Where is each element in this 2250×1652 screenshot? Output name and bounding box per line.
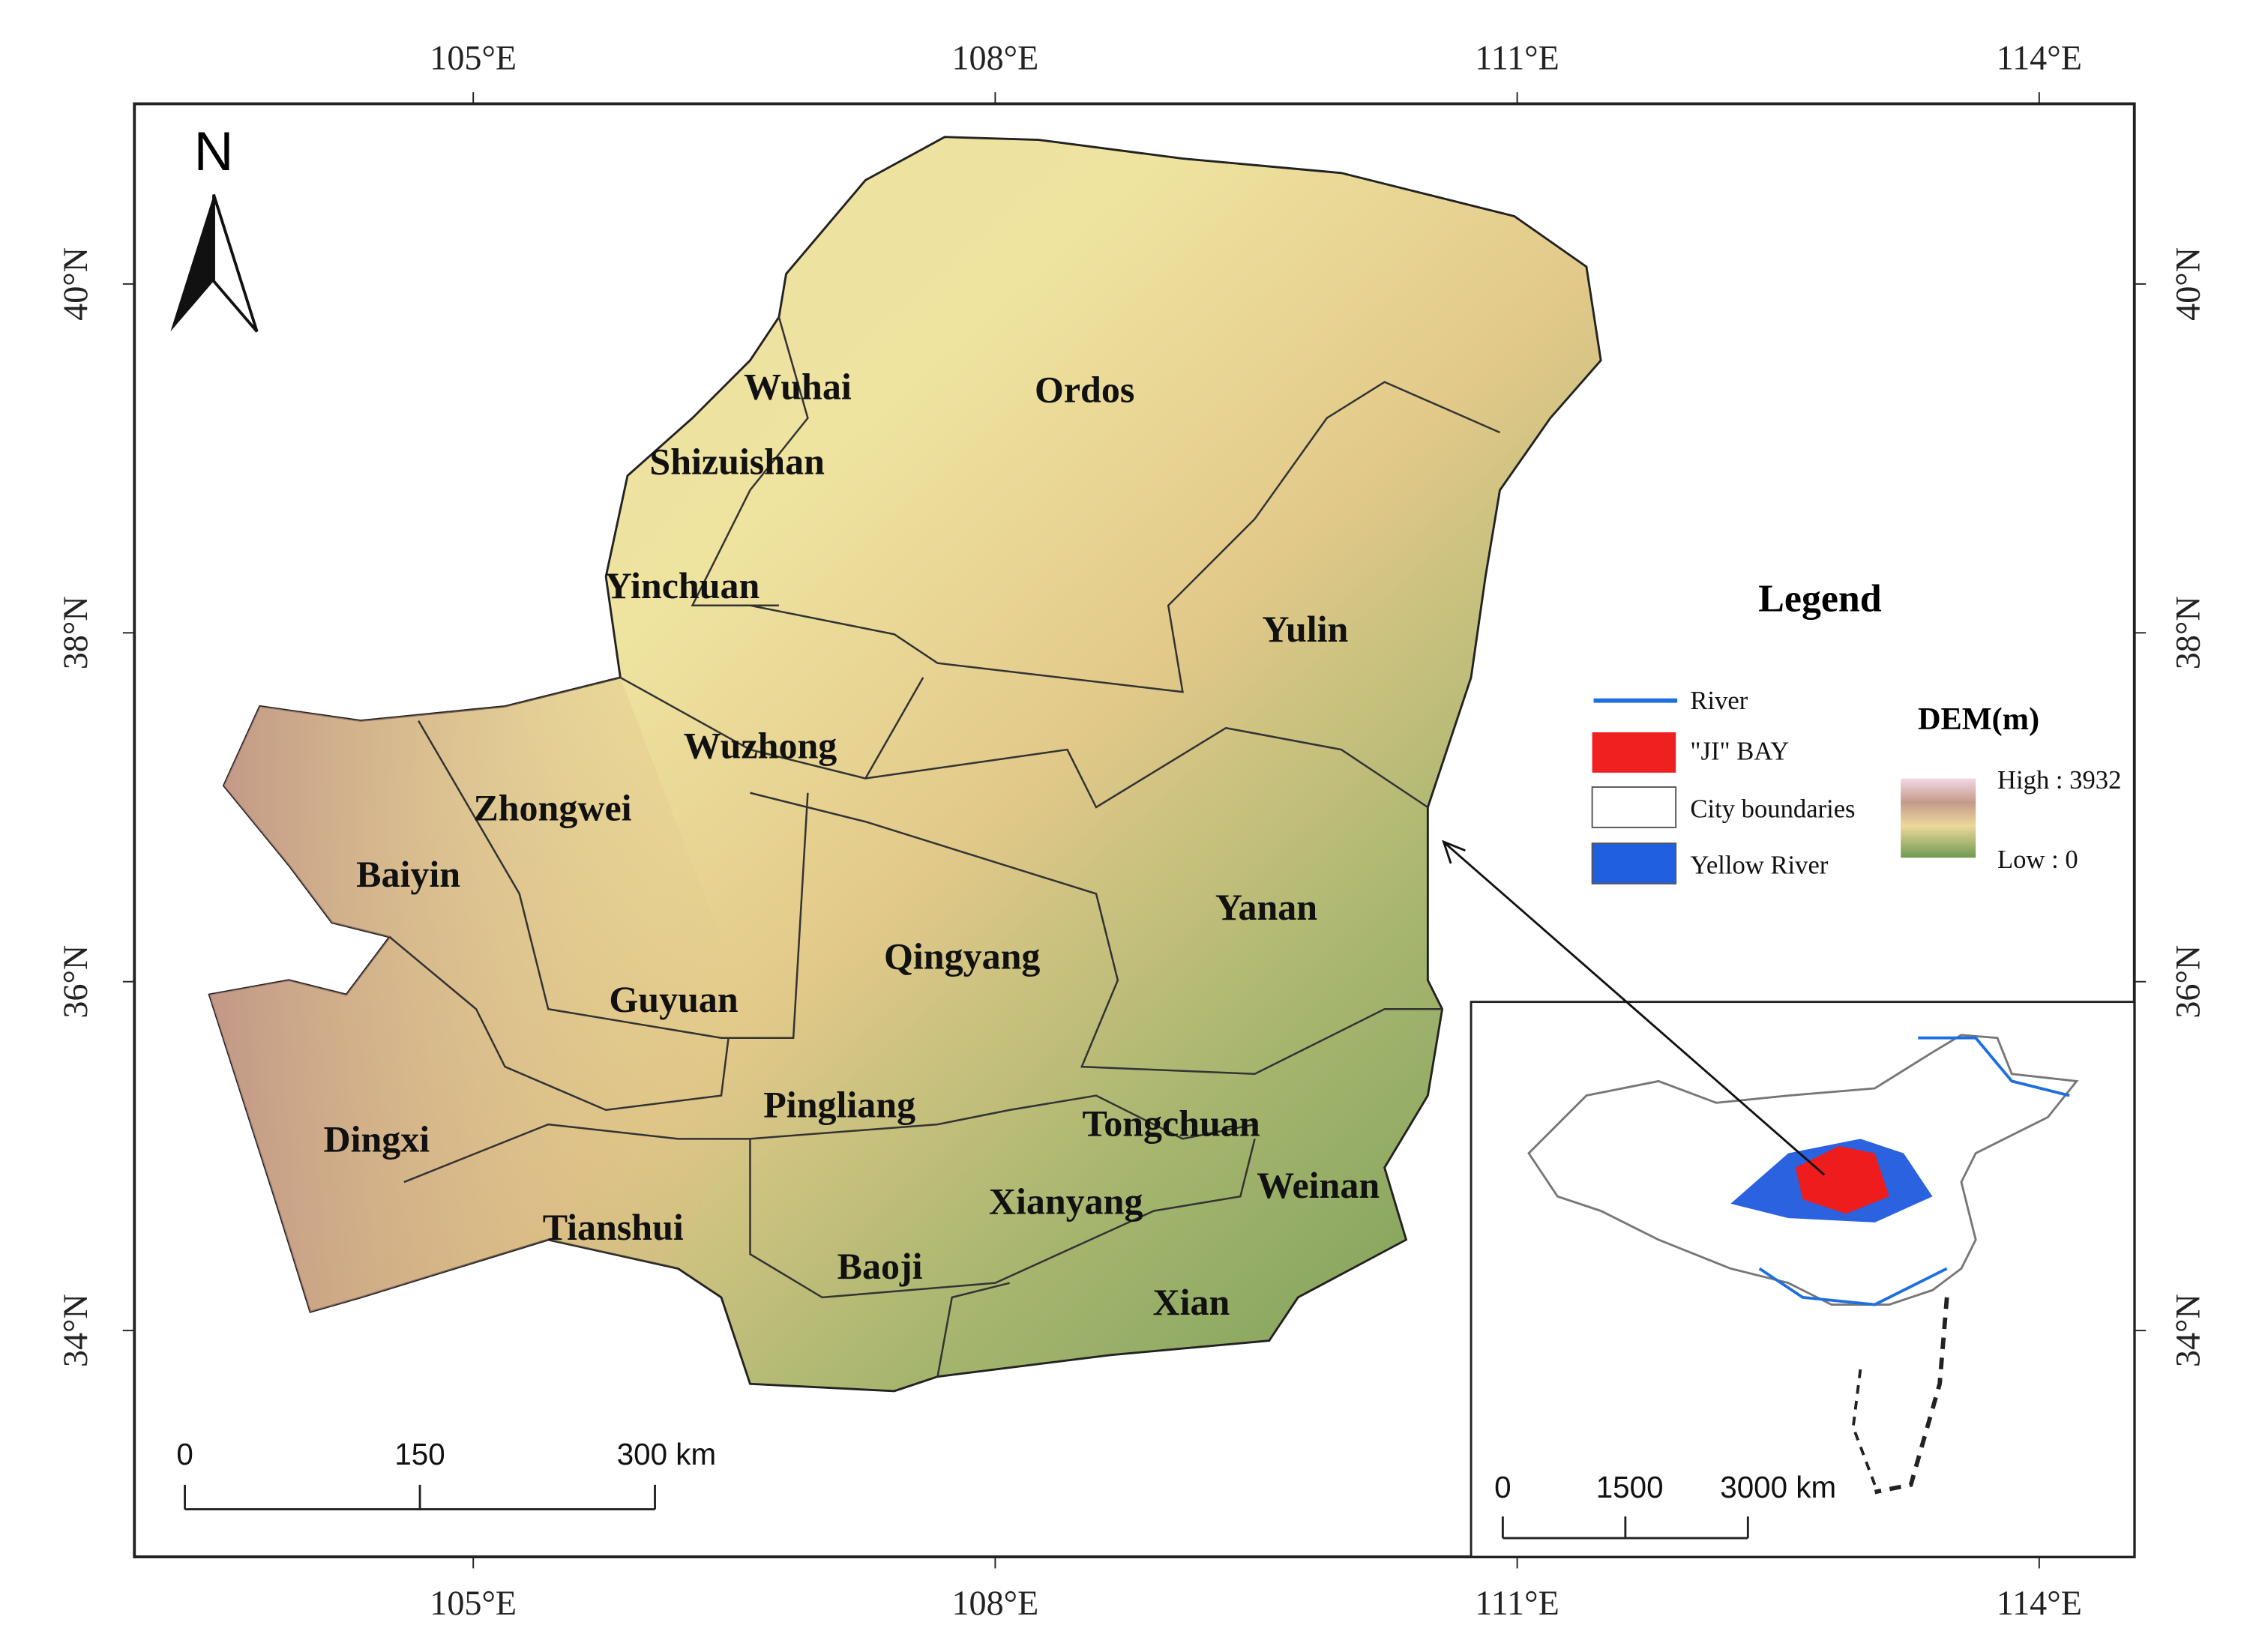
city-label: Guyuan — [609, 978, 739, 1020]
scale-bar — [184, 1484, 656, 1511]
legend-label: "JI" BAY — [1690, 738, 1789, 766]
city-label: Xian — [1153, 1281, 1230, 1323]
lat-label: 38°N — [56, 596, 94, 669]
city-label: Wuhai — [744, 366, 852, 408]
legend-label: City boundaries — [1690, 795, 1855, 823]
city-label: Yinchuan — [605, 564, 760, 606]
lon-label: 114°E — [1997, 38, 2082, 76]
legend-label: Yellow River — [1690, 851, 1828, 879]
lat-label: 36°N — [56, 945, 94, 1019]
scale-label: 0 — [176, 1437, 193, 1471]
city-label: Yanan — [1215, 886, 1317, 928]
inset-pointer — [1444, 842, 1826, 1176]
city-label: Wuzhong — [684, 725, 837, 767]
lon-label: 114°E — [1997, 1584, 2082, 1622]
city-label: Yulin — [1262, 608, 1348, 650]
legend-label: River — [1690, 687, 1748, 715]
lon-label: 108°E — [951, 38, 1038, 76]
city-label: Qingyang — [884, 935, 1040, 977]
lat-label: 34°N — [2168, 1294, 2207, 1367]
dem-title: DEM(m) — [1918, 702, 2039, 737]
lon-label: 105°E — [430, 38, 517, 76]
legend-yellow-river-swatch — [1591, 842, 1677, 884]
scale-label: 300 km — [617, 1437, 716, 1471]
lat-label: 36°N — [2168, 945, 2207, 1019]
legend-boundary-swatch — [1591, 786, 1677, 828]
city-label: Xianyang — [989, 1180, 1143, 1222]
city-label: Baiyin — [356, 853, 460, 895]
lat-label: 40°N — [56, 247, 94, 321]
lon-label: 111°E — [1475, 1584, 1559, 1622]
dem-ramp — [1901, 778, 1976, 858]
north-label: N — [194, 121, 234, 182]
city-label: Zhongwei — [473, 786, 631, 828]
legend-bay-swatch — [1592, 732, 1676, 773]
city-label: Tongchuan — [1082, 1102, 1260, 1144]
city-label: Baoji — [837, 1245, 923, 1287]
lat-label: 40°N — [2168, 247, 2207, 321]
inset-scale-label: 0 — [1494, 1470, 1511, 1504]
lat-label: 38°N — [2168, 596, 2207, 669]
city-label: Pingliang — [763, 1083, 915, 1125]
city-label: Tianshui — [543, 1206, 684, 1248]
city-label: Ordos — [1035, 369, 1134, 411]
legend-title: Legend — [1758, 577, 1882, 620]
inset-scale-label: 1500 — [1596, 1470, 1664, 1504]
inset-map — [1470, 1001, 2136, 1558]
lat-label: 34°N — [56, 1294, 94, 1367]
city-label: Dingxi — [324, 1118, 430, 1160]
lon-label: 111°E — [1475, 38, 1559, 76]
lon-label: 108°E — [951, 1584, 1038, 1622]
inset-pointer-head — [1442, 839, 1466, 864]
inset-scale-bar — [1501, 1516, 1749, 1540]
dem-high: High : 3932 — [1997, 766, 2121, 795]
city-label: Weinan — [1257, 1164, 1380, 1206]
dem-low: Low : 0 — [1997, 845, 2078, 874]
inset-scale-label: 3000 km — [1720, 1470, 1836, 1504]
lon-label: 105°E — [430, 1584, 517, 1622]
study-area — [208, 136, 1602, 1393]
city-label: Shizuishan — [649, 441, 825, 483]
scale-label: 150 — [394, 1437, 445, 1471]
